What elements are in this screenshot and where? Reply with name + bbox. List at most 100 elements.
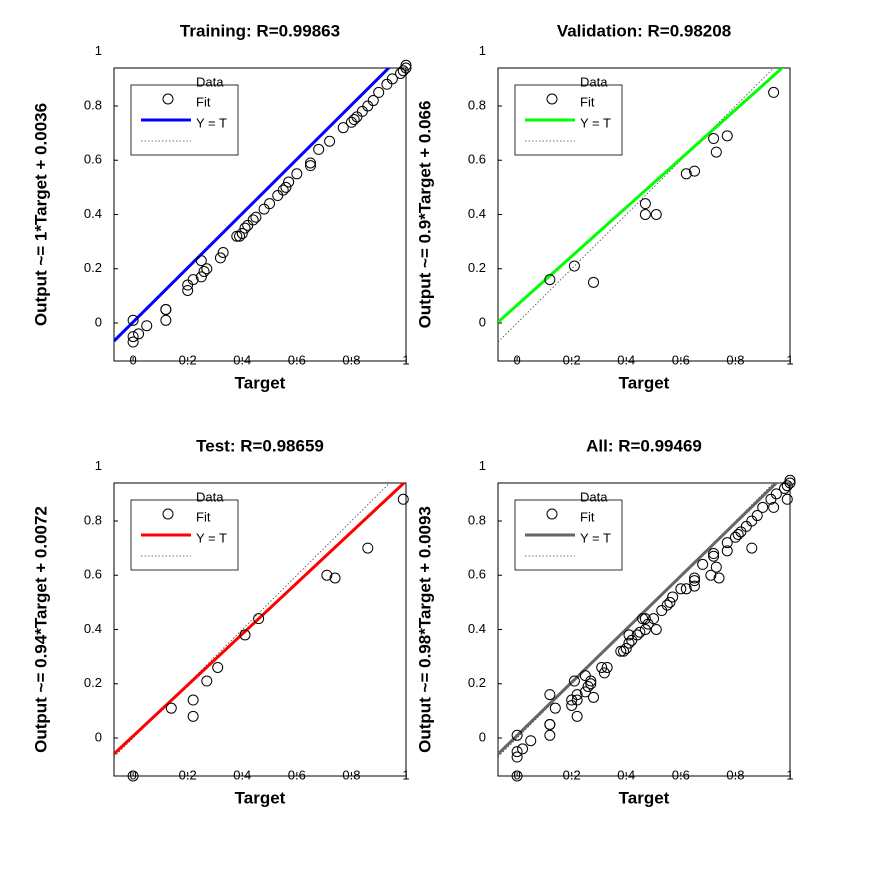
y-tick-label: 0.6 — [468, 567, 486, 582]
data-point — [781, 493, 793, 505]
data-point — [348, 114, 360, 126]
data-point — [525, 735, 537, 747]
data-point — [304, 160, 316, 172]
data-point — [708, 548, 720, 560]
data-point — [705, 569, 717, 581]
data-point — [250, 211, 262, 223]
data-point — [585, 675, 597, 687]
data-point — [784, 477, 796, 489]
fit-line — [498, 68, 785, 324]
data-point — [367, 95, 379, 107]
x-axis-label: Target — [619, 373, 670, 392]
data-point — [141, 320, 153, 332]
legend-label: Fit — [196, 94, 211, 109]
data-point — [768, 86, 780, 98]
data-point — [620, 642, 632, 654]
y-tick-label: 0.6 — [468, 152, 486, 167]
data-point — [784, 474, 796, 486]
data-point — [721, 537, 733, 549]
data-point — [544, 274, 556, 286]
y-tick-label: 0.2 — [468, 675, 486, 690]
identity-line — [114, 483, 391, 758]
data-point — [321, 569, 333, 581]
data-point — [648, 613, 660, 625]
data-point — [623, 637, 635, 649]
data-point — [397, 493, 409, 505]
data-point — [571, 689, 583, 701]
legend-marker — [546, 93, 558, 105]
data-point — [634, 626, 646, 638]
panel: All: R=0.99469 Target Output ~= 0.98*Targe… — [415, 436, 796, 807]
data-point — [639, 209, 651, 220]
identity-line — [498, 68, 775, 343]
data-point — [329, 572, 341, 584]
data-point — [579, 686, 591, 698]
y-tick-label: 1 — [479, 43, 486, 58]
y-axis-label: Output ~= 0.94*Target + 0.0072 — [31, 506, 50, 753]
data-point — [195, 271, 207, 283]
data-point — [571, 694, 583, 706]
y-tick-label: 0.8 — [468, 97, 486, 112]
y-tick-label: 0.2 — [84, 260, 102, 275]
x-tick-label: 0.2 — [179, 352, 197, 367]
x-tick-label: 0.8 — [726, 352, 744, 367]
x-tick-label: 0 — [513, 767, 520, 782]
y-tick-label: 0.2 — [468, 260, 486, 275]
data-point — [304, 157, 316, 169]
y-tick-label: 0.4 — [84, 206, 102, 221]
data-point — [549, 702, 561, 714]
x-tick-label: 0 — [129, 767, 136, 782]
y-tick-label: 1 — [479, 458, 486, 473]
data-point — [511, 770, 523, 782]
data-point — [601, 661, 613, 673]
data-point — [588, 276, 600, 288]
fit-line — [114, 68, 391, 343]
data-point — [517, 743, 529, 755]
data-point — [277, 184, 289, 196]
y-axis-label: Output ~= 1*Target + 0.0036 — [31, 103, 50, 326]
title: Training: R=0.99863 — [180, 21, 340, 40]
legend-label: Data — [196, 74, 224, 89]
data-point — [324, 135, 336, 147]
data-point — [598, 667, 610, 679]
data-point — [680, 583, 692, 595]
x-axis-label: Target — [235, 788, 286, 807]
legend-label: Y = T — [580, 115, 611, 130]
x-tick-label: 0.4 — [233, 767, 251, 782]
y-axis-label: Output ~= 0.98*Target + 0.0093 — [415, 506, 434, 753]
data-point — [187, 274, 199, 286]
y-tick-label: 0 — [95, 314, 102, 329]
data-point — [650, 624, 662, 635]
data-point — [618, 645, 630, 657]
data-point — [571, 710, 583, 722]
data-point — [400, 59, 412, 71]
data-point — [688, 575, 700, 587]
data-point — [400, 62, 412, 74]
data-point — [639, 198, 651, 210]
data-point — [280, 181, 292, 193]
data-point — [362, 542, 374, 554]
x-tick-label: 0.8 — [726, 767, 744, 782]
y-tick-label: 0.4 — [468, 621, 486, 636]
x-tick-label: 0.6 — [288, 767, 306, 782]
data-point — [127, 314, 139, 326]
data-point — [201, 263, 213, 275]
x-tick-label: 1 — [402, 767, 409, 782]
data-point — [198, 265, 210, 277]
data-point — [582, 680, 594, 692]
legend-label: Data — [196, 489, 224, 504]
data-point — [239, 222, 251, 234]
data-point — [588, 691, 600, 703]
data-point — [710, 146, 722, 158]
data-point — [127, 336, 139, 348]
data-point — [212, 661, 224, 673]
data-point — [708, 133, 720, 145]
data-point — [313, 143, 325, 155]
data-point — [187, 710, 199, 722]
legend-marker — [162, 508, 174, 520]
data-point — [236, 227, 248, 239]
y-tick-label: 0 — [479, 729, 486, 744]
title: All: R=0.99469 — [586, 436, 702, 455]
data-point — [195, 255, 207, 267]
